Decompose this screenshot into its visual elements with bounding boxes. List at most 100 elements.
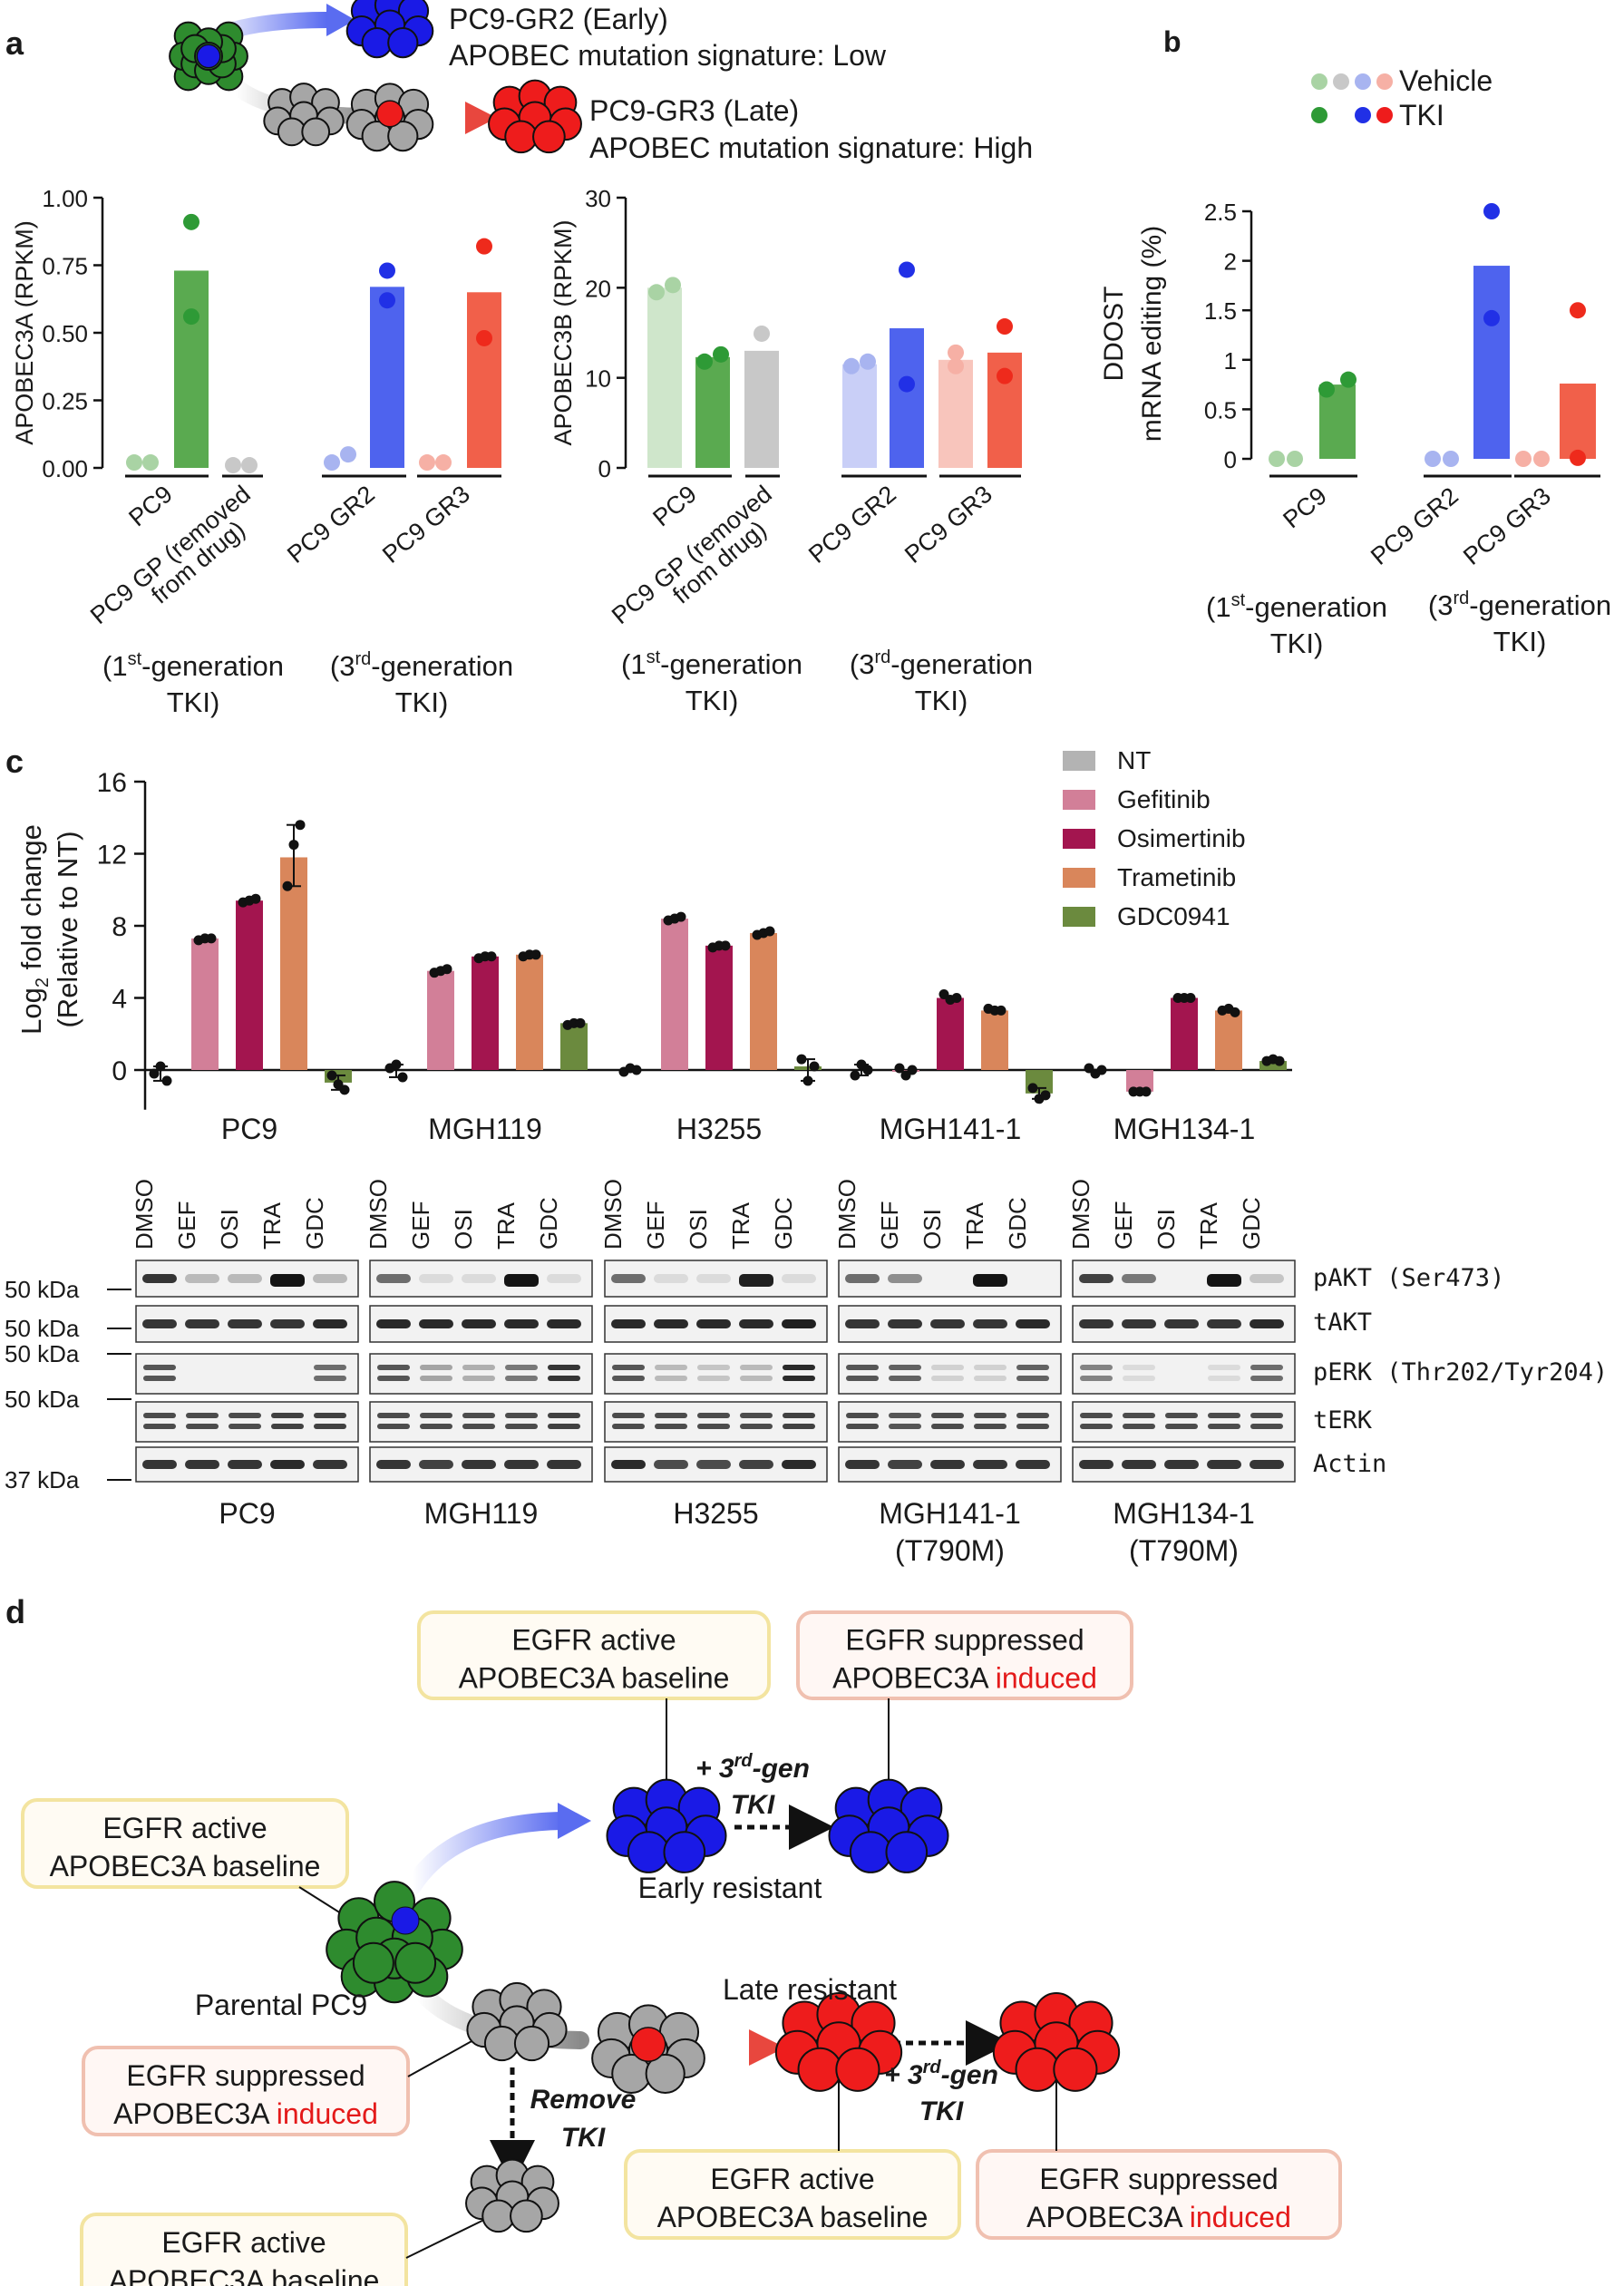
legend-label: GDC0941 [1117, 902, 1230, 930]
band [548, 1365, 580, 1370]
group-tki-a-right-2: TKI) [915, 685, 968, 716]
late-title: PC9-GR3 (Late) [589, 94, 799, 127]
data-point [575, 1017, 586, 1028]
y-axis-label: APOBEC3A (RPKM) [11, 220, 38, 445]
blot-strip [604, 1401, 828, 1443]
legend-b: Vehicle TKI [1311, 64, 1493, 131]
data-point [126, 454, 142, 472]
remove-label: Remove [530, 2085, 637, 2115]
group-tki-b: TKI) [1270, 627, 1324, 659]
box-top-left-line2: APOBEC3A baseline [459, 1662, 730, 1695]
band [1250, 1460, 1284, 1469]
band [420, 1424, 452, 1429]
band [846, 1413, 879, 1418]
band [654, 1274, 688, 1283]
band [462, 1319, 496, 1328]
y-tick-label: 0.75 [42, 253, 88, 280]
data-point [1230, 1007, 1240, 1017]
cell [885, 1831, 929, 1873]
legend-swatch [1063, 790, 1095, 810]
band [931, 1424, 964, 1429]
late-grey-cluster-a [345, 83, 434, 152]
band [974, 1424, 1006, 1429]
y-tick-label: 16 [97, 768, 127, 798]
band [420, 1365, 452, 1370]
x-category-label: PC9 [221, 1113, 277, 1145]
box-left-1-box [21, 1798, 349, 1889]
data-point [183, 213, 199, 230]
data-point [142, 454, 159, 472]
data-point [997, 367, 1013, 384]
group-tki-a-left-2: TKI) [395, 686, 449, 718]
band [314, 1413, 346, 1418]
band [1207, 1274, 1241, 1287]
x-tick-label: PC9 GR3 [377, 481, 475, 569]
group-1st-a-left: (1st-generation [102, 649, 284, 682]
data-point [1515, 451, 1532, 467]
band [740, 1424, 773, 1429]
band [1016, 1319, 1050, 1328]
band [1165, 1413, 1198, 1418]
data-point [486, 951, 497, 962]
data-point [948, 344, 964, 361]
band [1123, 1365, 1155, 1370]
lane-label: DMSO [599, 1179, 627, 1250]
band [655, 1376, 687, 1381]
band [462, 1274, 496, 1283]
box-left-2-line1: EGFR suppressed [126, 2059, 365, 2092]
lane-label: OSI [919, 1209, 946, 1250]
band [1250, 1376, 1283, 1381]
data-point [530, 949, 541, 960]
band [271, 1413, 304, 1418]
band [697, 1376, 730, 1381]
early-cluster-treated [828, 1778, 949, 1873]
lane-label: GDC [1238, 1197, 1265, 1250]
y-tick-label: 30 [585, 185, 611, 212]
band [377, 1365, 410, 1370]
data-point [379, 262, 395, 279]
y-tick-label: 8 [112, 912, 127, 942]
lane-label: OSI [1152, 1209, 1180, 1250]
late-signature: APOBEC mutation signature: High [589, 131, 1033, 164]
legend-swatch [1063, 751, 1095, 771]
data-point [796, 1054, 807, 1065]
band [505, 1365, 538, 1370]
legend-dot-vehicle-green [1311, 73, 1327, 90]
box-left-1-line1: EGFR active [102, 1812, 267, 1844]
cell-line-label: PC9 [219, 1497, 275, 1530]
band [1123, 1424, 1155, 1429]
size-marker: 50 kDa [5, 1340, 80, 1367]
band [1122, 1460, 1156, 1469]
cell [361, 26, 393, 59]
cell [797, 2047, 842, 2092]
cell [277, 117, 306, 147]
cell-line-label: H3255 [673, 1497, 758, 1530]
band [419, 1274, 453, 1283]
band [889, 1365, 921, 1370]
band [314, 1376, 346, 1381]
data-point [951, 993, 962, 1003]
bar [427, 970, 454, 1070]
y-axis-label-2: (Relative to NT) [52, 831, 83, 1027]
band [313, 1460, 347, 1469]
cell-line-label: MGH134-1 [1113, 1497, 1255, 1530]
panel-label-a: a [5, 24, 24, 62]
early-title: PC9-GR2 (Early) [449, 3, 668, 35]
size-marker: 37 kDa [5, 1466, 80, 1493]
band [229, 1413, 261, 1418]
data-point [843, 357, 860, 375]
x-category-label: MGH134-1 [1113, 1113, 1256, 1145]
blot-strip [369, 1353, 593, 1395]
cell [483, 2025, 520, 2062]
data-point [754, 325, 770, 342]
y-axis-label: APOBEC3B (RPKM) [549, 219, 577, 445]
data-point [442, 964, 452, 975]
lane-label: TRA [727, 1201, 754, 1250]
late-cluster-treated [992, 1991, 1121, 2092]
bar [191, 938, 219, 1070]
legend-dot-tki-green [1311, 107, 1327, 123]
early-cluster-a [345, 0, 434, 59]
data-point [340, 446, 356, 463]
y-tick-label: 2 [1224, 248, 1237, 276]
band [505, 1424, 538, 1429]
